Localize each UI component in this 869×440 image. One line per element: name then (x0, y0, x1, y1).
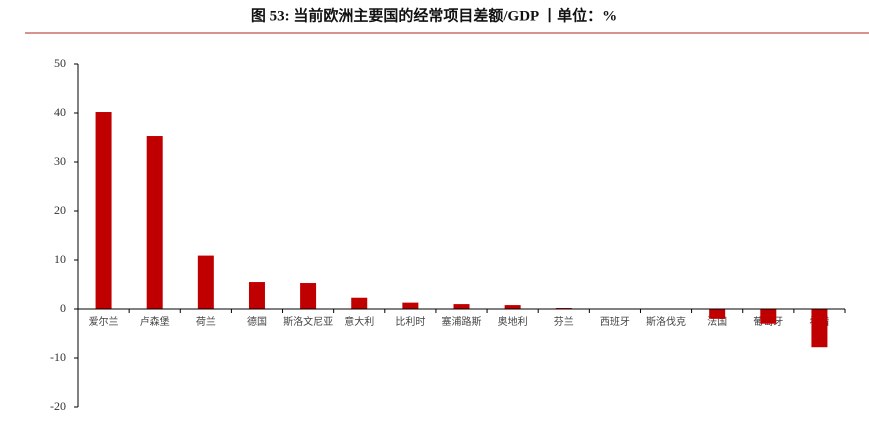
y-tick-label: -10 (50, 350, 66, 364)
y-tick-label: 20 (54, 203, 66, 217)
x-tick-label: 比利时 (395, 316, 425, 328)
bar (248, 282, 265, 309)
x-tick-label: 芬兰 (554, 315, 574, 328)
x-tick-label: 斯洛伐克 (646, 315, 686, 328)
x-tick-label: 塞浦路斯 (442, 315, 482, 328)
y-tick-label: -20 (50, 399, 66, 413)
y-tick-label: 40 (54, 105, 66, 119)
x-tick-label: 意大利 (344, 315, 374, 328)
bar (453, 304, 470, 309)
x-tick-label: 卢森堡 (140, 315, 170, 328)
bar (95, 112, 112, 310)
bar (811, 309, 828, 348)
x-tick-label: 西班牙 (600, 316, 630, 328)
bar (351, 297, 368, 309)
y-tick-label: 10 (54, 252, 66, 266)
y-tick-label: 50 (54, 56, 66, 70)
bar (709, 309, 726, 319)
bar (504, 305, 521, 309)
x-tick-label: 德国 (247, 315, 267, 328)
bar (197, 255, 214, 309)
bar (146, 136, 163, 309)
chart-title: 图 53: 当前欧洲主要国的经常项目差额/GDP 丨单位：% (251, 6, 617, 24)
bar (402, 302, 419, 309)
bar (760, 309, 777, 324)
x-tick-label: 奥地利 (498, 315, 528, 328)
x-tick-label: 爱尔兰 (89, 315, 119, 328)
y-tick-label: 30 (54, 154, 66, 168)
bar (300, 283, 317, 309)
x-tick-label: 荷兰 (196, 315, 216, 328)
y-tick-label: 0 (60, 301, 66, 315)
x-tick-label: 斯洛文尼亚 (283, 315, 333, 328)
